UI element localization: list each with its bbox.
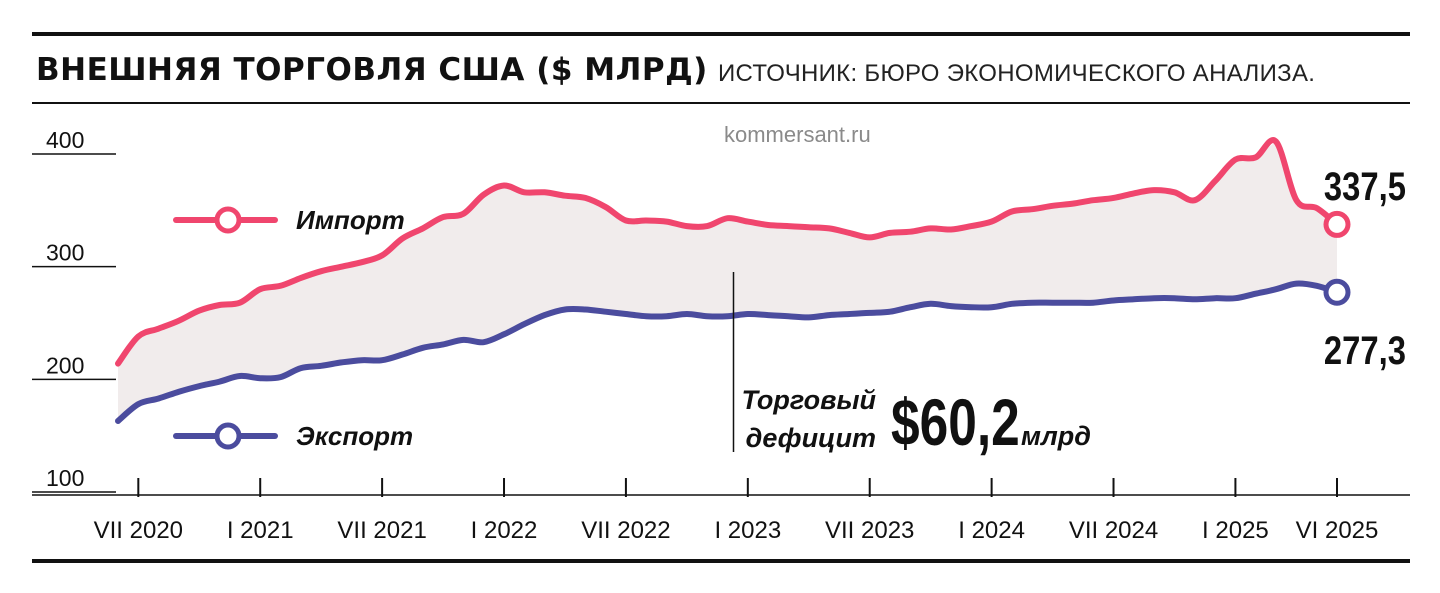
deficit-label-line2: дефицит <box>746 423 876 453</box>
trade-gap-area <box>118 141 1337 421</box>
y-tick-label: 100 <box>46 465 84 491</box>
x-tick-label: VII 2022 <box>581 517 670 544</box>
y-tick-label: 400 <box>46 127 84 153</box>
chart-title: ВНЕШНЯЯ ТОРГОВЛЯ США ($ МЛРД) <box>36 52 708 88</box>
exports-line <box>115 280 1340 424</box>
x-tick-label: VII 2024 <box>1069 517 1158 544</box>
imports-end-label: 337,5 <box>1324 164 1406 209</box>
top-rule <box>32 32 1410 36</box>
bottom-rule <box>32 559 1410 563</box>
exports-end-label: 277,3 <box>1324 328 1406 373</box>
deficit-value: $60,2 <box>891 385 1020 460</box>
x-tick-label: I 2023 <box>714 517 781 544</box>
header-rule <box>32 102 1410 104</box>
chart-source: ИСТОЧНИК: БЮРО ЭКОНОМИЧЕСКОГО АНАЛИЗА. <box>718 60 1316 87</box>
y-tick-label: 300 <box>46 240 84 266</box>
legend-marker-0 <box>214 206 242 234</box>
legend-label-0: Импорт <box>296 205 405 235</box>
x-tick-label: VII 2020 <box>94 517 183 544</box>
x-tick-label: I 2022 <box>471 517 538 544</box>
deficit-label-line1: Торговый <box>741 385 876 415</box>
deficit-unit: млрд <box>1021 421 1091 451</box>
x-tick-label: VI 2025 <box>1296 517 1379 544</box>
watermark: kommersant.ru <box>724 122 871 147</box>
legend-marker-1 <box>214 422 242 450</box>
x-tick-label: VII 2023 <box>825 517 914 544</box>
legend-label-1: Экспорт <box>296 421 413 451</box>
x-tick-label: I 2021 <box>227 517 294 544</box>
x-tick-label: I 2025 <box>1202 517 1269 544</box>
y-tick-label: 200 <box>46 352 84 378</box>
imports-line <box>115 137 1340 367</box>
imports-end-marker <box>1323 210 1351 238</box>
x-tick-label: VII 2021 <box>337 517 426 544</box>
exports-end-marker <box>1323 278 1351 306</box>
x-tick-label: I 2024 <box>958 517 1025 544</box>
